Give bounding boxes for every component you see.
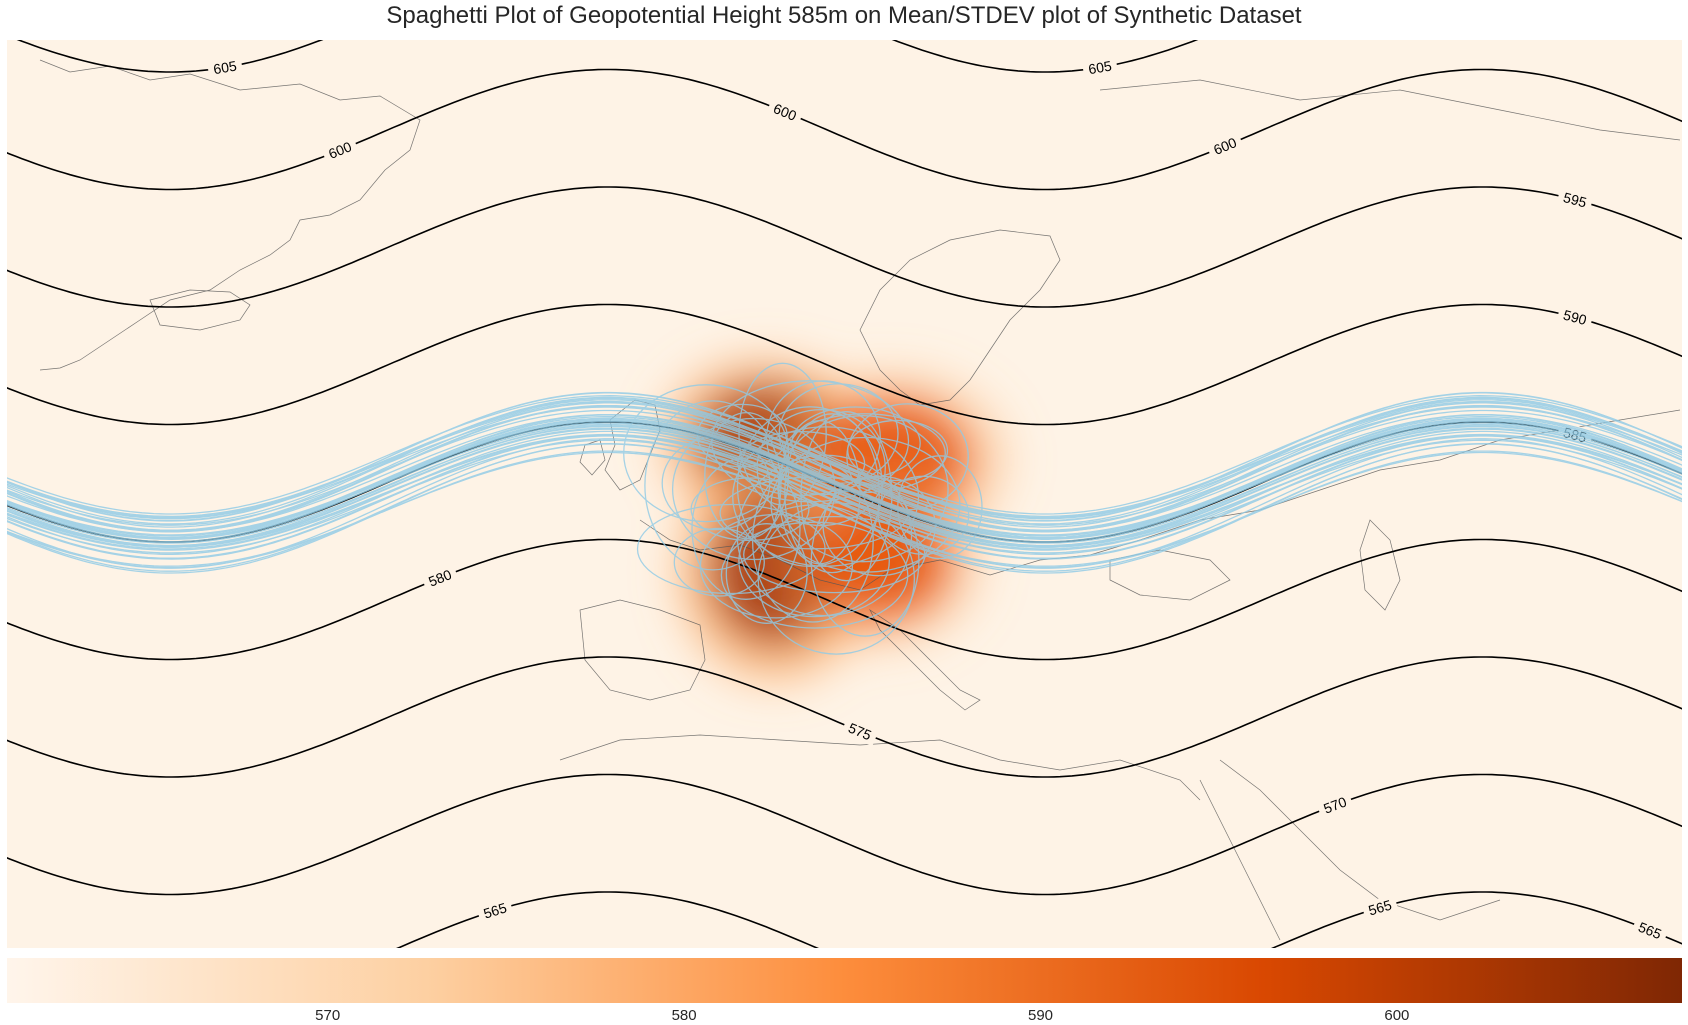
spaghetti-loop-2 xyxy=(725,523,808,624)
contour-label-bg xyxy=(476,896,514,925)
spaghetti-member-37 xyxy=(7,438,1682,569)
contour-label-7: 595 xyxy=(1556,186,1594,213)
contour-label-bg xyxy=(765,97,805,127)
contour-label-text: 565 xyxy=(481,899,508,921)
contour-label-11: 575 xyxy=(840,716,880,747)
contour-label-text: 605 xyxy=(212,58,238,78)
chart-title: Spaghetti Plot of Geopotential Height 58… xyxy=(386,2,1302,29)
spaghetti-loop-39 xyxy=(737,431,866,496)
spaghetti-loop-38 xyxy=(719,476,909,550)
coastline-red-sea xyxy=(1199,779,1281,941)
mean-contour-575 xyxy=(7,656,1682,778)
contour-label-5: 600 xyxy=(765,97,805,127)
coastline-arabia xyxy=(1219,759,1501,921)
contour-label-16: 565 xyxy=(1361,894,1399,921)
contour-label-bg xyxy=(1081,55,1119,80)
contour-label-17: 565 xyxy=(1630,915,1670,946)
contour-label-6: 600 xyxy=(1205,131,1245,161)
spaghetti-members xyxy=(7,362,1682,655)
contour-label-8: 590 xyxy=(1556,304,1594,331)
contour-label-bg xyxy=(1556,186,1594,213)
spaghetti-loop-24 xyxy=(757,502,916,655)
contour-label-text: 565 xyxy=(1367,897,1394,919)
contour-label-bg xyxy=(1361,894,1399,921)
contour-label-bg xyxy=(1556,304,1594,331)
spaghetti-member-4 xyxy=(7,427,1682,548)
coastline-black-sea xyxy=(1109,549,1231,601)
colorbar-tick-label-0: 570 xyxy=(315,1007,340,1024)
colorbar: 570 580 590 600 xyxy=(7,958,1682,1024)
spaghetti-member-24 xyxy=(7,428,1682,548)
contour-label-text: 590 xyxy=(1562,307,1589,329)
spaghetti-member-21 xyxy=(7,391,1682,522)
mean-contour-560 xyxy=(0,1010,1688,1025)
spaghetti-member-15 xyxy=(7,433,1682,551)
spaghetti-member-18 xyxy=(7,425,1682,544)
contour-label-4: 600 xyxy=(320,135,360,165)
coastline-italy xyxy=(869,608,981,711)
spaghetti-member-20 xyxy=(7,413,1682,533)
spaghetti-loop-29 xyxy=(783,413,946,494)
contour-labels: 6056056056056006006005955905855805755705… xyxy=(206,55,1670,946)
contour-label-bg xyxy=(420,563,460,593)
contour-label-2: 605 xyxy=(1081,55,1119,80)
mean-contour-605 xyxy=(16,40,1199,73)
mean-contour-580 xyxy=(7,538,1682,661)
contour-label-12: 570 xyxy=(1315,790,1355,820)
mean-contour-570 xyxy=(7,773,1682,896)
contour-label-bg xyxy=(206,55,244,80)
spaghetti-loop-31 xyxy=(897,455,983,560)
spaghetti-member-26 xyxy=(7,402,1682,519)
contour-label-14: 565 xyxy=(476,896,514,925)
spaghetti-loop-30 xyxy=(690,477,810,542)
spaghetti-member-36 xyxy=(7,404,1682,532)
spaghetti-loop-22 xyxy=(720,521,909,629)
colorbar-gradient xyxy=(7,958,1682,1003)
coastline-asia-north xyxy=(1099,79,1681,141)
spaghetti-loop-4 xyxy=(738,504,890,618)
coastline-scandinavia xyxy=(859,229,1061,406)
coastline-caspian xyxy=(1359,519,1401,611)
spaghetti-loop-36 xyxy=(756,408,886,527)
contour-label-bg xyxy=(1205,131,1245,161)
spaghetti-loop-3 xyxy=(800,411,893,582)
contour-label-10: 580 xyxy=(420,563,460,593)
coastline-greenland xyxy=(39,59,421,371)
coastline-north-africa xyxy=(559,734,1201,801)
spaghetti-member-39 xyxy=(7,434,1682,559)
coastline-iceland xyxy=(149,289,251,331)
spaghetti-member-28 xyxy=(7,395,1682,515)
mean-contour-590 xyxy=(7,303,1682,426)
contour-label-bg xyxy=(320,135,360,165)
spaghetti-member-7 xyxy=(7,423,1682,540)
colorbar-tick-label-2: 590 xyxy=(1028,1007,1053,1024)
spaghetti-member-38 xyxy=(7,443,1682,572)
spaghetti-loop-25 xyxy=(711,380,910,503)
mean-contour-565 xyxy=(395,891,1682,948)
contour-label-bg xyxy=(1315,790,1355,820)
spaghetti-loop-35 xyxy=(877,475,970,555)
mean-contour-595 xyxy=(7,186,1682,308)
mean-contour-600 xyxy=(7,68,1682,191)
contour-label-text: 570 xyxy=(1321,793,1349,816)
colorbar-ticks: 570 580 590 600 xyxy=(315,1007,1409,1024)
contour-label-text: 605 xyxy=(1087,58,1113,78)
spaghetti-loop-28 xyxy=(644,400,782,571)
spaghetti-loop-17 xyxy=(673,527,765,597)
spaghetti-member-14 xyxy=(7,416,1682,539)
spaghetti-loop-26 xyxy=(777,415,949,563)
colorbar-tick-label-1: 580 xyxy=(672,1007,697,1024)
contour-label-text: 595 xyxy=(1562,189,1589,211)
spaghetti-member-19 xyxy=(7,397,1682,525)
contour-label-0: 605 xyxy=(206,55,244,80)
spaghetti-member-34 xyxy=(7,409,1682,526)
contour-label-bg xyxy=(1630,915,1670,946)
coastline-iberia xyxy=(579,599,706,701)
contour-label-bg xyxy=(840,716,880,747)
spaghetti-loop-32 xyxy=(691,457,801,600)
spaghetti-loop-33 xyxy=(699,513,854,619)
colorbar-tick-label-3: 600 xyxy=(1384,1007,1409,1024)
